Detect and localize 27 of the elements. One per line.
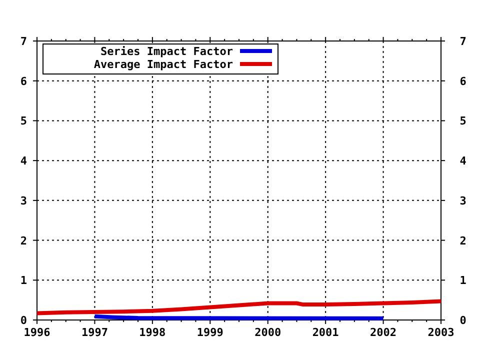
x-tick-label: 1998 <box>139 326 166 339</box>
x-tick-label: 2003 <box>428 326 454 339</box>
line-series <box>35 299 443 316</box>
y-tick-label: 7 <box>20 35 27 48</box>
y2-tick-label: 3 <box>460 194 466 208</box>
y-tick-label: 2 <box>20 234 27 248</box>
x-tick-label: 1996 <box>24 326 51 339</box>
y-tick-label: 4 <box>20 154 28 168</box>
y-tick-label: 6 <box>20 74 28 88</box>
legend-label: Average Impact Factor <box>94 58 234 71</box>
y2-tick-label: 0 <box>460 314 466 327</box>
y2-tick-label: 2 <box>460 234 466 248</box>
y2-tick-label: 4 <box>460 154 467 168</box>
y2-tick-label: 1 <box>460 274 467 288</box>
y-tick-label: 5 <box>20 114 27 128</box>
legend-label: Series Impact Factor <box>100 45 234 58</box>
x-tick-label: 1997 <box>81 326 108 339</box>
y-tick-label: 3 <box>20 194 27 208</box>
y-tick-label: 1 <box>20 274 28 288</box>
y2-tick-label: 7 <box>460 35 466 48</box>
x-tick-label: 1999 <box>196 326 224 339</box>
x-tick-label: 2002 <box>370 326 397 339</box>
y2-tick-label: 6 <box>460 74 467 88</box>
y2-tick-label: 5 <box>460 114 466 128</box>
x-tick-label: 2001 <box>312 326 340 339</box>
x-tick-label: 2000 <box>254 326 282 339</box>
y-tick-label: 0 <box>20 314 27 327</box>
